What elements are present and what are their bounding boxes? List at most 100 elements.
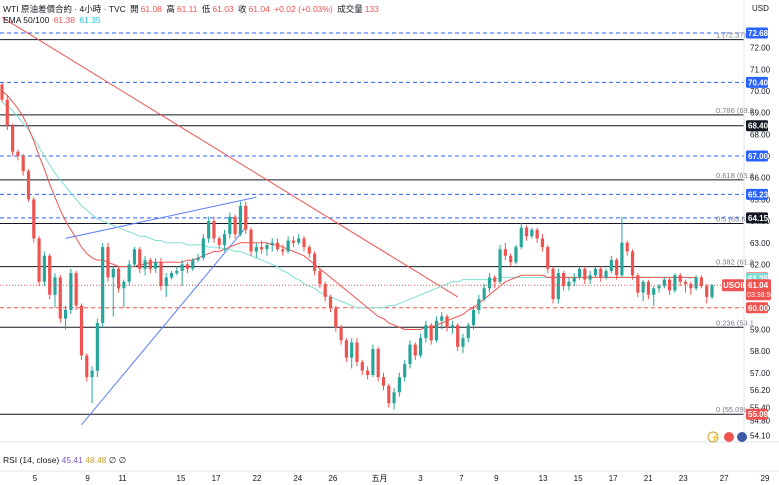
rsi-ma-value: 48.48 xyxy=(85,455,107,465)
candle-body xyxy=(456,325,460,347)
symbol-title[interactable]: WTI 原油差價合約 · 4小時 · TVC xyxy=(3,4,126,14)
candle xyxy=(21,153,25,176)
candle xyxy=(493,275,497,289)
candle xyxy=(498,244,502,284)
price-axis[interactable]: 72.0071.0070.0069.0068.0067.0066.0065.00… xyxy=(750,44,771,441)
candle xyxy=(85,353,89,382)
candle xyxy=(26,169,31,202)
time-tick: 五月 xyxy=(372,474,388,483)
price-badge-text: 65.23 xyxy=(748,190,769,199)
fib-label: 0.618 (65.9 xyxy=(716,171,754,180)
candle-body xyxy=(249,229,253,252)
candle xyxy=(556,268,560,304)
candle-body xyxy=(652,288,656,295)
candle-body xyxy=(636,275,640,293)
candle-body xyxy=(599,268,603,278)
price-badge: 60.00 xyxy=(746,302,769,314)
price-tick: 72.00 xyxy=(750,44,771,53)
rsi-legend[interactable]: RSI (14, close) 45.41 48.48 ∅ ∅ xyxy=(3,455,126,466)
candle xyxy=(212,216,216,243)
candle-body xyxy=(588,275,592,280)
candle xyxy=(551,266,555,304)
candle xyxy=(662,277,666,289)
candle xyxy=(222,229,227,252)
candle xyxy=(48,253,52,300)
candle xyxy=(482,283,486,302)
price-tick: 59.00 xyxy=(750,325,771,334)
fib-label: 0.236 (59.1 xyxy=(716,318,754,327)
lightning-icon xyxy=(707,431,719,443)
candle xyxy=(191,257,195,271)
candle-body xyxy=(673,275,677,291)
price-badge: 72.68 xyxy=(746,27,769,39)
price-badge-text: 64.15 xyxy=(748,214,769,223)
candle xyxy=(646,279,651,300)
price-tick: 57.00 xyxy=(750,369,771,378)
candle xyxy=(16,149,20,161)
candle-body xyxy=(387,385,391,404)
candle xyxy=(487,273,492,293)
candle xyxy=(609,255,613,274)
candle xyxy=(450,320,454,334)
candle-body xyxy=(138,249,142,269)
candle-body xyxy=(244,205,248,230)
ema-legend[interactable]: EMA 50/100 61.38 61.35 xyxy=(3,15,103,25)
candle xyxy=(392,387,396,410)
current-price-text: 61.04 xyxy=(748,281,769,290)
candle xyxy=(588,270,592,284)
candle xyxy=(403,359,407,382)
candle-body xyxy=(265,244,269,250)
candle-body xyxy=(371,348,375,375)
candle xyxy=(63,305,68,330)
price-tick: 55.40 xyxy=(750,403,771,412)
time-tick: 27 xyxy=(720,474,729,483)
candle-body xyxy=(530,229,534,237)
candle-body xyxy=(657,286,661,289)
candle-body xyxy=(593,268,598,276)
candle xyxy=(514,244,518,265)
currency-label: USD xyxy=(752,4,769,13)
candle xyxy=(477,294,481,315)
candle xyxy=(604,268,608,280)
candle-body xyxy=(95,322,99,371)
candle xyxy=(297,234,301,245)
current-price-symbol-bg xyxy=(722,279,744,292)
candle xyxy=(705,283,709,304)
candle xyxy=(699,275,703,289)
candle-body xyxy=(196,257,200,261)
candle-body xyxy=(487,277,492,289)
candle-body xyxy=(127,264,131,282)
candle-body xyxy=(58,277,62,319)
flag-icons: ⚡ xyxy=(707,431,747,443)
candle-body xyxy=(524,227,529,237)
candle-body xyxy=(418,338,423,356)
candle-body xyxy=(710,285,714,297)
candle-body xyxy=(302,238,306,248)
candle-body xyxy=(291,240,296,243)
candle-body xyxy=(48,255,52,295)
candle-body xyxy=(233,216,237,235)
current-price-symbol: USOIL xyxy=(722,279,748,292)
time-tick: 15 xyxy=(574,474,583,483)
price-badge-bg xyxy=(746,150,768,162)
candle xyxy=(270,238,274,252)
candle xyxy=(434,316,439,343)
candle-body xyxy=(641,281,645,293)
candle xyxy=(471,305,476,330)
time-tick: 17 xyxy=(609,474,618,483)
time-tick: 23 xyxy=(679,474,688,483)
candle-body xyxy=(620,242,624,276)
candle xyxy=(366,366,370,380)
candle xyxy=(376,346,380,382)
candle-body xyxy=(556,273,560,300)
time-axis[interactable]: 5 9 11 15 17 22 24 26 五月 3 7 9 13 15 17 21 23 27 29 xyxy=(33,474,770,483)
high-label: 高 xyxy=(166,4,175,14)
open-value: 61.08 xyxy=(140,4,162,14)
time-tick: 7 xyxy=(459,474,464,483)
candle-body xyxy=(16,151,20,157)
price-badge: 67.00 xyxy=(746,150,769,162)
current-price-symbol-text: USOIL xyxy=(723,281,748,290)
candle xyxy=(318,268,322,289)
time-tick: 5 xyxy=(33,474,38,483)
